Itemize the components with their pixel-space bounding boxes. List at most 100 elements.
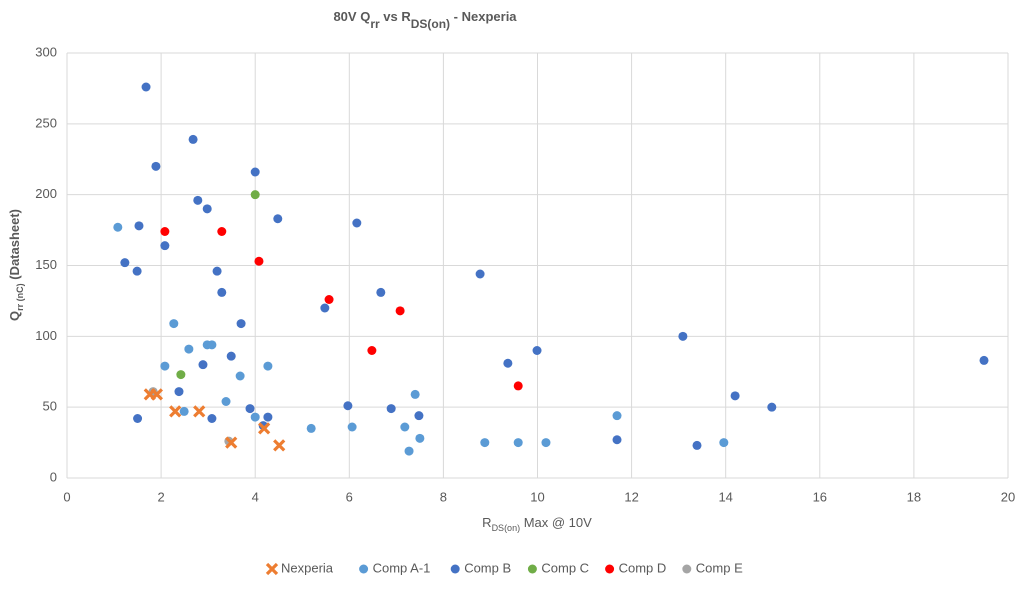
x-tick-label: 16 (813, 489, 827, 504)
x-tick-label: 2 (157, 489, 164, 504)
data-point (541, 438, 551, 448)
data-point (367, 346, 377, 355)
chart-title-part: - Nexperia (450, 9, 517, 24)
data-point (410, 389, 420, 399)
data-point (160, 241, 170, 251)
legend-marker (265, 562, 279, 576)
x-axis-label-part: DS(on) (492, 523, 521, 533)
chart-title-part: vs R (380, 9, 412, 24)
data-point (258, 422, 271, 435)
data-point (169, 405, 182, 418)
y-tick-label: 0 (50, 469, 57, 484)
data-point (475, 269, 485, 279)
data-point (376, 287, 386, 297)
x-tick-label: 20 (1001, 489, 1015, 504)
data-point (692, 440, 702, 450)
data-point (212, 266, 222, 276)
data-point (174, 387, 184, 397)
data-point (263, 412, 273, 422)
x-axis-label-part: Max @ 10V (520, 515, 592, 530)
legend-label: Comp D (619, 560, 667, 575)
data-point (184, 344, 194, 354)
data-point (160, 227, 170, 236)
data-point (404, 446, 414, 456)
data-point (179, 406, 189, 416)
data-point (225, 436, 238, 449)
data-point (347, 422, 357, 432)
x-tick-label: 8 (440, 489, 447, 504)
data-point (134, 221, 144, 231)
data-point (767, 402, 777, 412)
data-point (273, 439, 286, 452)
legend-label: Comp C (541, 560, 589, 575)
data-point (141, 82, 151, 92)
data-point (352, 218, 362, 228)
data-point (343, 401, 353, 411)
data-point (414, 411, 424, 421)
data-point (198, 360, 208, 370)
data-point (324, 295, 334, 304)
x-tick-label: 18 (907, 489, 921, 504)
y-axis-label-part: (Datasheet) (7, 209, 22, 283)
data-point (273, 214, 283, 224)
data-point (193, 195, 203, 205)
data-point (612, 435, 622, 445)
data-point (250, 167, 260, 177)
data-point (532, 346, 542, 355)
data-point (395, 306, 405, 316)
data-point (169, 319, 179, 329)
data-point (250, 190, 260, 200)
data-point (207, 414, 217, 423)
data-point (513, 381, 523, 391)
data-point (612, 411, 622, 421)
x-tick-label: 0 (63, 489, 70, 504)
data-point (120, 258, 130, 268)
data-point (306, 423, 316, 433)
chart-title-part: rr (370, 17, 380, 31)
legend-marker (682, 564, 692, 574)
y-tick-label: 150 (35, 257, 57, 272)
legend-label: Comp E (696, 560, 743, 575)
data-point (160, 361, 170, 371)
chart-title: 80V Qrr vs RDS(on) - Nexperia (333, 9, 517, 31)
data-point (113, 222, 123, 232)
data-point (386, 404, 396, 414)
data-point (245, 404, 255, 414)
y-tick-label: 100 (35, 328, 57, 343)
data-point (217, 227, 227, 236)
data-point (226, 351, 236, 361)
x-tick-label: 4 (252, 489, 259, 504)
data-point (202, 204, 212, 214)
data-point (176, 370, 186, 380)
data-point (254, 256, 264, 266)
y-tick-label: 300 (35, 44, 57, 59)
data-point (132, 266, 142, 276)
x-axis-label: RDS(on) Max @ 10V (482, 515, 592, 533)
data-point (250, 412, 260, 422)
x-tick-label: 12 (624, 489, 638, 504)
y-tick-label: 250 (35, 115, 57, 130)
legend-marker (527, 564, 537, 574)
data-point (188, 134, 198, 144)
data-point (217, 287, 227, 297)
legend-marker (359, 564, 369, 574)
x-tick-label: 10 (530, 489, 544, 504)
x-tick-label: 14 (718, 489, 732, 504)
chart-title-part: DS(on) (411, 17, 450, 31)
y-tick-label: 200 (35, 186, 57, 201)
data-point (236, 319, 246, 329)
legend-marker (605, 564, 615, 574)
data-point (263, 361, 273, 371)
data-point (678, 331, 688, 341)
data-point (400, 422, 410, 432)
data-point (415, 433, 425, 443)
data-point (151, 161, 161, 171)
legend-label: Comp B (464, 560, 511, 575)
data-point (503, 358, 513, 368)
data-point (207, 340, 217, 350)
data-point (730, 391, 740, 401)
y-axis-label-part: rr (nC) (15, 283, 25, 311)
data-point (193, 405, 206, 418)
